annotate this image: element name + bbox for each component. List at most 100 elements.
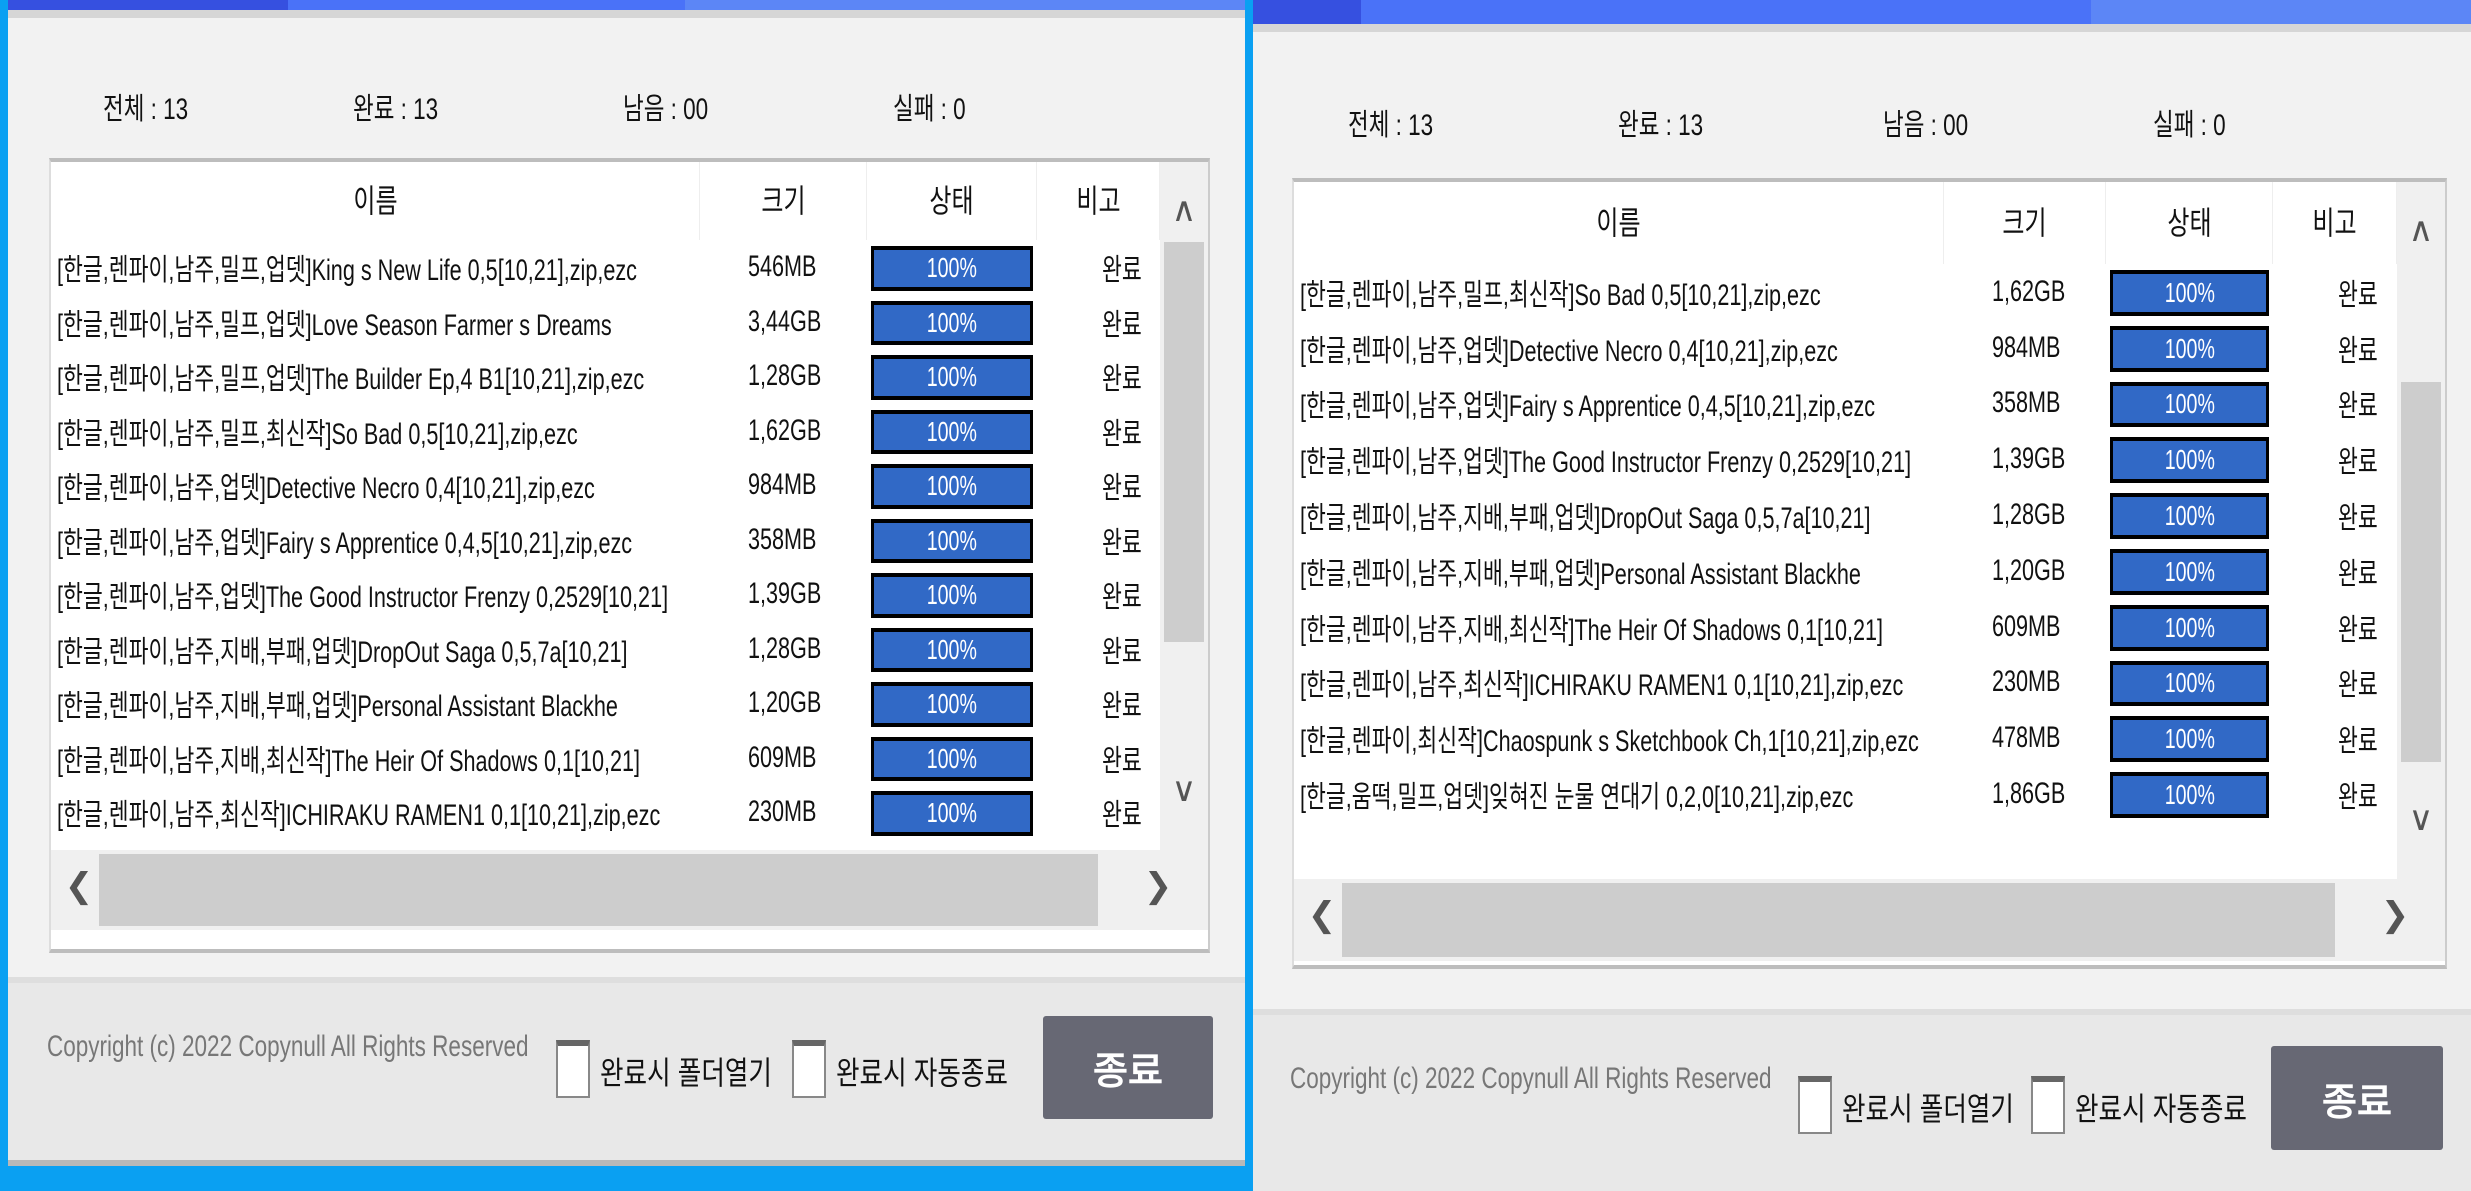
table-row[interactable]: [한글,렌파이,남주,업뎃]Detective Necro 0,4[10,21]…	[1294, 320, 2397, 376]
table-row[interactable]: [한글,렌파이,최신작]Chaospunk s Sketchbook Ch,1[…	[1294, 710, 2397, 766]
progress-bar: 100%	[871, 246, 1033, 291]
window-bottom-border	[8, 1160, 1245, 1166]
table-row[interactable]: [한글,렌파이,남주,지배,부패,업뎃]DropOut Saga 0,5,7a[…	[1294, 487, 2397, 543]
progress-bar: 100%	[871, 355, 1033, 400]
table-row[interactable]: [한글,렌파이,남주,밀프,최신작]So Bad 0,5[10,21],zip,…	[51, 404, 1160, 459]
auto-exit-checkbox[interactable]	[792, 1040, 826, 1098]
horizontal-scrollbar[interactable]: ❮ ❯	[51, 850, 1208, 930]
table-row[interactable]: [한글,렌파이,남주,최신작]ICHIRAKU RAMEN1 0,1[10,21…	[51, 785, 1160, 840]
scroll-right-arrow[interactable]: ❯	[2380, 896, 2410, 934]
progress-bar: 100%	[871, 627, 1033, 672]
auto-exit-label[interactable]: 완료시 자동종료	[836, 1055, 1008, 1091]
progress-bar: 100%	[2110, 270, 2269, 316]
progress-bar: 100%	[871, 791, 1033, 836]
text: 완료	[1102, 581, 1142, 615]
text: [한글,렌파이,최신작]Chaospunk s Sketchbook Ch,1[…	[1300, 725, 1919, 759]
close-button[interactable]: 종료	[1043, 1016, 1213, 1119]
horizontal-scrollbar[interactable]: ❮ ❯	[1294, 879, 2445, 961]
text: [한글,렌파이,남주,업뎃]Fairy s Apprentice 0,4,5[1…	[57, 526, 633, 560]
column-header-note[interactable]: 비고	[2273, 182, 2397, 264]
horizontal-scroll-thumb[interactable]	[99, 854, 1098, 926]
table-row[interactable]: [한글,렌파이,남주,밀프,최신작]So Bad 0,5[10,21],zip,…	[1294, 264, 2397, 320]
text: 1,20GB	[1992, 553, 2066, 587]
vertical-scrollbar[interactable]: ∧ ∨	[1160, 162, 1208, 850]
text: 비고	[1075, 183, 1121, 219]
stat-total: 전체 : 13	[103, 93, 189, 126]
open-folder-label[interactable]: 완료시 폴더열기	[600, 1055, 772, 1091]
table-row[interactable]: [한글,렌파이,남주,지배,부패,업뎃]Personal Assistant B…	[1294, 543, 2397, 599]
table-row[interactable]: [한글,렌파이,남주,밀프,업뎃]The Builder Ep,4 B1[10,…	[51, 349, 1160, 404]
table-row[interactable]: [한글,렌파이,남주,지배,부패,업뎃]Personal Assistant B…	[51, 676, 1160, 731]
title-bar[interactable]	[8, 0, 1245, 10]
file-name: [한글,렌파이,남주,업뎃]The Good Instructor Frenzy…	[1300, 431, 1942, 487]
column-header-name[interactable]: 이름	[51, 162, 700, 240]
table-row[interactable]: [한글,움떡,밀프,업뎃]잊혀진 눈물 연대기 0,2,0[10,21],zip…	[1294, 766, 2397, 822]
open-folder-checkbox[interactable]	[556, 1040, 590, 1098]
scroll-up-arrow[interactable]: ∧	[1171, 191, 1197, 229]
column-header-size[interactable]: 크기	[1944, 182, 2106, 264]
column-header-status[interactable]: 상태	[867, 162, 1037, 240]
table-row[interactable]: [한글,렌파이,남주,지배,부패,업뎃]DropOut Saga 0,5,7a[…	[51, 622, 1160, 677]
title-bar[interactable]	[1253, 0, 2471, 24]
horizontal-scroll-thumb[interactable]	[1342, 883, 2335, 957]
text: [한글,렌파이,남주,업뎃]Detective Necro 0,4[10,21]…	[1300, 334, 1838, 368]
auto-exit-label[interactable]: 완료시 자동종료	[2075, 1091, 2247, 1127]
status-note: 완료	[1102, 513, 1160, 568]
status-note: 완료	[1102, 349, 1160, 404]
text: [한글,렌파이,남주,지배,최신작]The Heir Of Shadows 0,…	[57, 744, 641, 778]
table-row[interactable]: [한글,렌파이,남주,업뎃]Detective Necro 0,4[10,21]…	[51, 458, 1160, 513]
scroll-right-arrow[interactable]: ❯	[1143, 867, 1173, 905]
table-row[interactable]: [한글,렌파이,남주,밀프,업뎃]King s New Life 0,5[10,…	[51, 240, 1160, 295]
column-header-status[interactable]: 상태	[2106, 182, 2273, 264]
progress-window: 전체 : 13 완료 : 13 남음 : 00 실패 : 0 이름 크기 상태 비고 [한글,렌…	[1253, 0, 2471, 1191]
text: 100%	[2164, 611, 2215, 643]
stat-failed: 실패 : 0	[893, 93, 966, 126]
text: 완료	[1102, 363, 1142, 397]
vertical-scroll-thumb[interactable]	[2401, 382, 2441, 762]
file-name: [한글,렌파이,남주,지배,부패,업뎃]DropOut Saga 0,5,7a[…	[57, 622, 698, 677]
stat-done: 완료 : 13	[1618, 109, 1704, 142]
scroll-down-arrow[interactable]: ∨	[2408, 800, 2434, 838]
text: 230MB	[748, 795, 817, 829]
table-row[interactable]: [한글,렌파이,남주,업뎃]Fairy s Apprentice 0,4,5[1…	[51, 513, 1160, 568]
file-size: 1,28GB	[748, 622, 867, 677]
file-size: 609MB	[1992, 599, 2106, 655]
status-note: 완료	[1102, 731, 1160, 786]
close-button[interactable]: 종료	[2271, 1046, 2443, 1150]
scroll-up-arrow[interactable]: ∧	[2408, 211, 2434, 249]
table-row[interactable]: [한글,렌파이,남주,지배,최신작]The Heir Of Shadows 0,…	[51, 731, 1160, 786]
table-row[interactable]: [한글,렌파이,남주,업뎃]The Good Instructor Frenzy…	[1294, 431, 2397, 487]
auto-exit-checkbox[interactable]	[2031, 1076, 2065, 1134]
scroll-down-arrow[interactable]: ∨	[1171, 771, 1197, 809]
scroll-left-arrow[interactable]: ❮	[1307, 896, 1337, 934]
table-row[interactable]: [한글,렌파이,남주,지배,최신작]The Heir Of Shadows 0,…	[1294, 599, 2397, 655]
open-folder-checkbox[interactable]	[1798, 1076, 1832, 1134]
title-bar-segment	[2091, 0, 2471, 24]
file-name: [한글,렌파이,남주,밀프,업뎃]King s New Life 0,5[10,…	[57, 240, 698, 295]
vertical-scroll-thumb[interactable]	[1164, 242, 1204, 642]
scroll-left-arrow[interactable]: ❮	[64, 867, 94, 905]
text: 3,44GB	[748, 304, 822, 338]
text: 100%	[926, 361, 978, 393]
table-row[interactable]: [한글,렌파이,남주,밀프,업뎃]Love Season Farmer s Dr…	[51, 295, 1160, 350]
column-header-note[interactable]: 비고	[1037, 162, 1160, 240]
table-row[interactable]: [한글,렌파이,남주,업뎃]Fairy s Apprentice 0,4,5[1…	[1294, 376, 2397, 432]
column-header-name[interactable]: 이름	[1294, 182, 1944, 264]
text: 크기	[2002, 205, 2047, 241]
text: 완료	[2338, 781, 2378, 815]
text: 609MB	[748, 740, 817, 774]
text: 100%	[2164, 779, 2215, 811]
text: 100%	[2164, 667, 2215, 699]
table-row[interactable]: [한글,렌파이,남주,최신작]ICHIRAKU RAMEN1 0,1[10,21…	[1294, 655, 2397, 711]
open-folder-label[interactable]: 완료시 폴더열기	[1842, 1091, 2014, 1127]
footer	[1253, 1009, 2471, 1191]
vertical-scrollbar[interactable]: ∧ ∨	[2397, 182, 2445, 879]
table-row[interactable]: [한글,렌파이,남주,업뎃]The Good Instructor Frenzy…	[51, 567, 1160, 622]
text: 100%	[926, 415, 978, 447]
text: 완료	[1102, 417, 1142, 451]
text: 완료	[2338, 557, 2378, 591]
text: 상태	[2166, 205, 2212, 241]
column-header-size[interactable]: 크기	[700, 162, 867, 240]
status-note: 완료	[1102, 458, 1160, 513]
text: 100%	[2164, 723, 2215, 755]
